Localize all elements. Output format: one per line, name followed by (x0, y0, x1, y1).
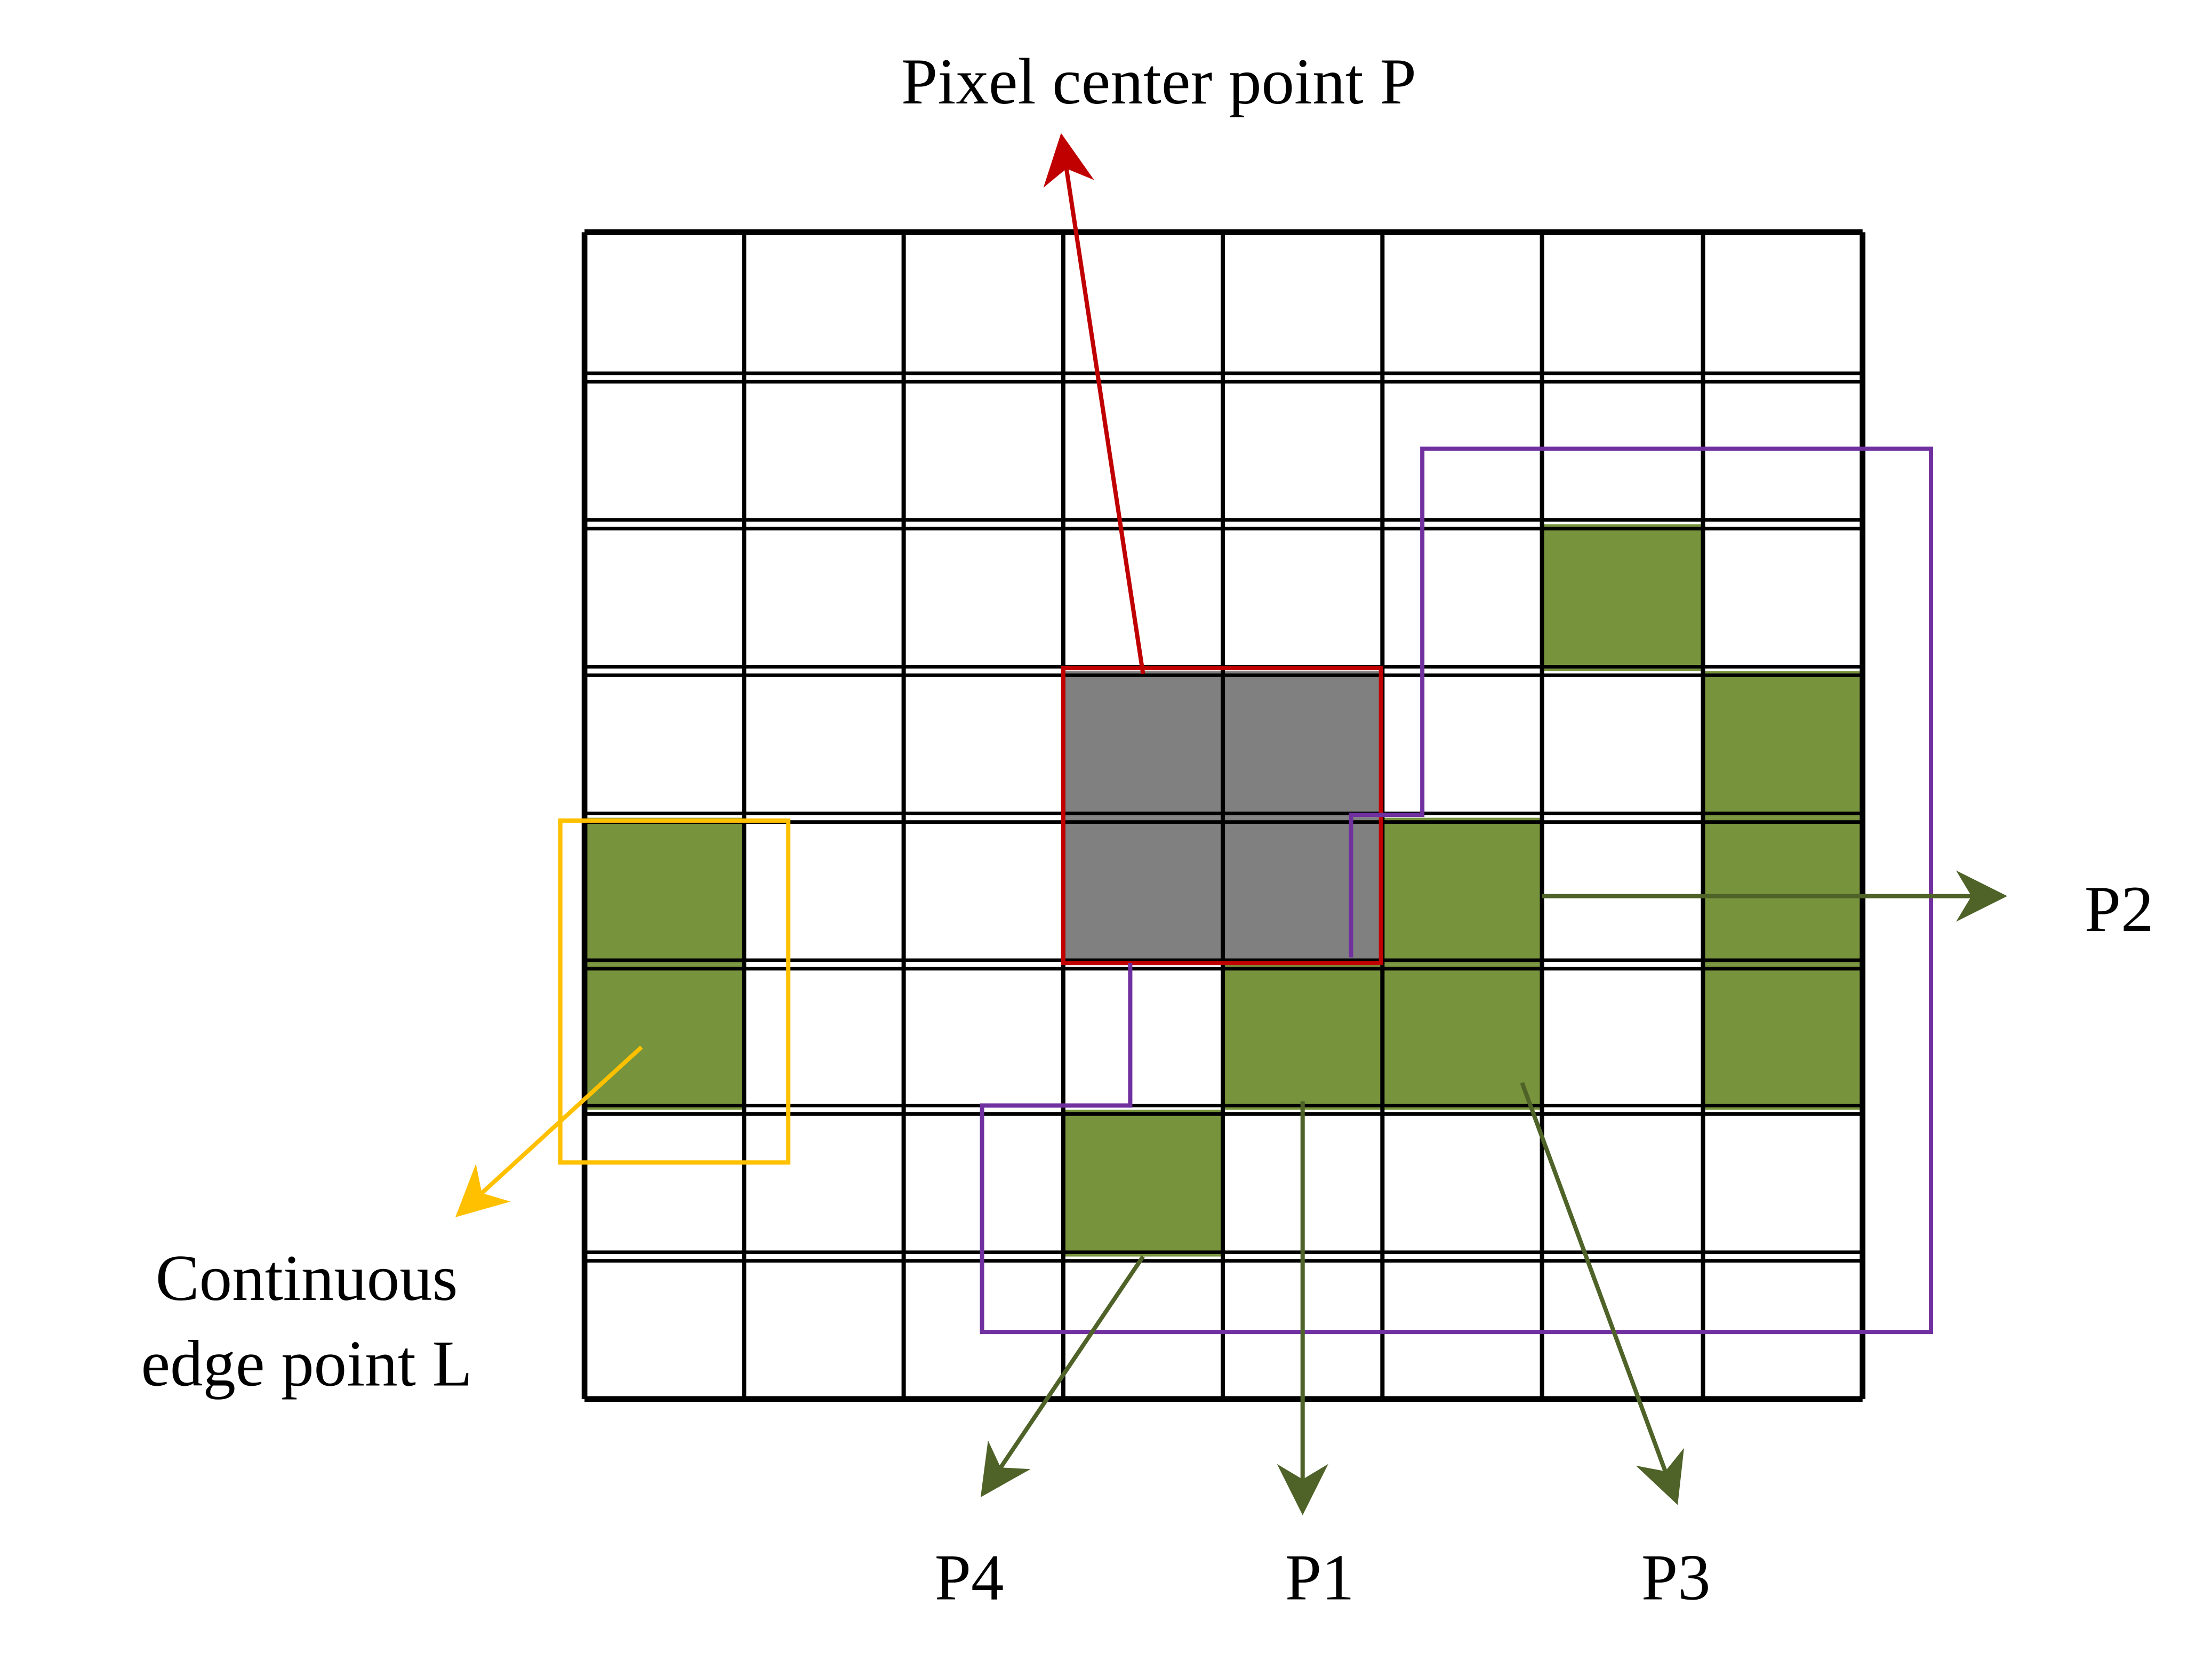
center-pixel (1063, 817, 1223, 965)
arrow (1520, 1082, 1684, 1505)
grid-cells (584, 524, 1863, 1257)
label: P3 (1641, 1540, 1711, 1613)
edge-window (558, 818, 791, 1165)
center-pixel (1223, 671, 1383, 818)
arrow (1043, 133, 1145, 675)
edge-pixel (1703, 817, 1863, 965)
edge-pixel (1223, 964, 1383, 1110)
arrow (980, 1255, 1145, 1498)
center-pixel (1063, 671, 1223, 818)
edge-pixel (1542, 524, 1703, 671)
arrow (455, 1045, 643, 1217)
center-pixel (1223, 817, 1383, 965)
edge-pixel (584, 964, 744, 1110)
edge-pixel (1382, 817, 1542, 965)
label: P2 (2085, 872, 2154, 945)
grid-lines (581, 229, 1866, 1402)
edge-pixel (1703, 671, 1863, 818)
label: edge point L (141, 1327, 472, 1400)
neighborhood-outline (980, 446, 1933, 1335)
label: P4 (935, 1540, 1004, 1613)
edge-pixel (1382, 964, 1542, 1110)
edge-pixel (584, 817, 744, 965)
label: Continuous (156, 1241, 458, 1314)
edge-pixel (1703, 964, 1863, 1110)
edge-pixel (1063, 1110, 1223, 1257)
label: P1 (1285, 1540, 1355, 1613)
title: Pixel center point P (901, 45, 1416, 118)
